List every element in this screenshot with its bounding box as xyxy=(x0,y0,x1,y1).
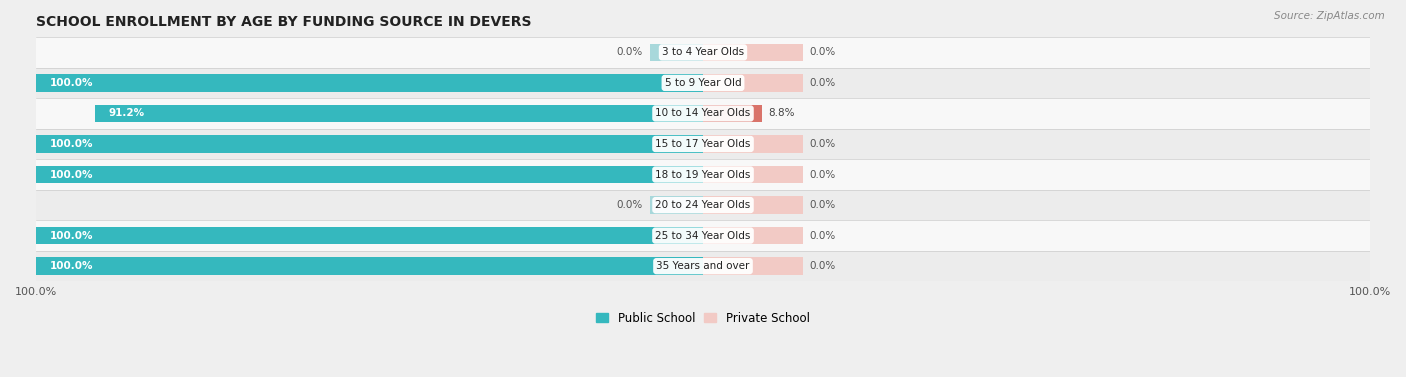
Bar xyxy=(37,166,703,183)
Bar xyxy=(37,37,1369,67)
Bar xyxy=(37,98,1369,129)
Text: 10 to 14 Year Olds: 10 to 14 Year Olds xyxy=(655,109,751,118)
Text: 0.0%: 0.0% xyxy=(810,170,837,179)
Legend: Public School, Private School: Public School, Private School xyxy=(592,307,814,329)
Bar xyxy=(37,251,1369,281)
Text: 100.0%: 100.0% xyxy=(49,78,93,88)
Text: 100.0%: 100.0% xyxy=(49,139,93,149)
Bar xyxy=(37,257,703,275)
Text: 0.0%: 0.0% xyxy=(810,200,837,210)
Bar xyxy=(703,135,803,153)
Text: 0.0%: 0.0% xyxy=(810,78,837,88)
Bar xyxy=(703,166,803,183)
Text: 0.0%: 0.0% xyxy=(810,261,837,271)
Bar xyxy=(37,135,703,153)
Bar xyxy=(650,196,703,214)
Bar xyxy=(37,74,703,92)
Bar xyxy=(37,227,703,244)
Text: 15 to 17 Year Olds: 15 to 17 Year Olds xyxy=(655,139,751,149)
Text: 18 to 19 Year Olds: 18 to 19 Year Olds xyxy=(655,170,751,179)
Text: 0.0%: 0.0% xyxy=(810,139,837,149)
Text: 3 to 4 Year Olds: 3 to 4 Year Olds xyxy=(662,48,744,57)
Bar xyxy=(37,129,1369,159)
Text: 5 to 9 Year Old: 5 to 9 Year Old xyxy=(665,78,741,88)
Bar xyxy=(703,227,803,244)
Bar xyxy=(703,196,803,214)
Bar xyxy=(94,104,703,122)
Bar xyxy=(703,257,803,275)
Text: 0.0%: 0.0% xyxy=(617,200,643,210)
Text: Source: ZipAtlas.com: Source: ZipAtlas.com xyxy=(1274,11,1385,21)
Bar xyxy=(37,67,1369,98)
Text: 0.0%: 0.0% xyxy=(810,231,837,241)
Bar xyxy=(37,190,1369,220)
Text: 8.8%: 8.8% xyxy=(768,109,794,118)
Bar xyxy=(703,104,762,122)
Text: SCHOOL ENROLLMENT BY AGE BY FUNDING SOURCE IN DEVERS: SCHOOL ENROLLMENT BY AGE BY FUNDING SOUR… xyxy=(37,15,531,29)
Text: 91.2%: 91.2% xyxy=(108,109,145,118)
Text: 100.0%: 100.0% xyxy=(49,231,93,241)
Bar xyxy=(650,43,703,61)
Text: 20 to 24 Year Olds: 20 to 24 Year Olds xyxy=(655,200,751,210)
Bar xyxy=(37,220,1369,251)
Bar xyxy=(703,43,803,61)
Bar xyxy=(703,74,803,92)
Text: 100.0%: 100.0% xyxy=(49,261,93,271)
Bar xyxy=(37,159,1369,190)
Text: 0.0%: 0.0% xyxy=(810,48,837,57)
Text: 25 to 34 Year Olds: 25 to 34 Year Olds xyxy=(655,231,751,241)
Text: 100.0%: 100.0% xyxy=(49,170,93,179)
Text: 35 Years and over: 35 Years and over xyxy=(657,261,749,271)
Text: 0.0%: 0.0% xyxy=(617,48,643,57)
